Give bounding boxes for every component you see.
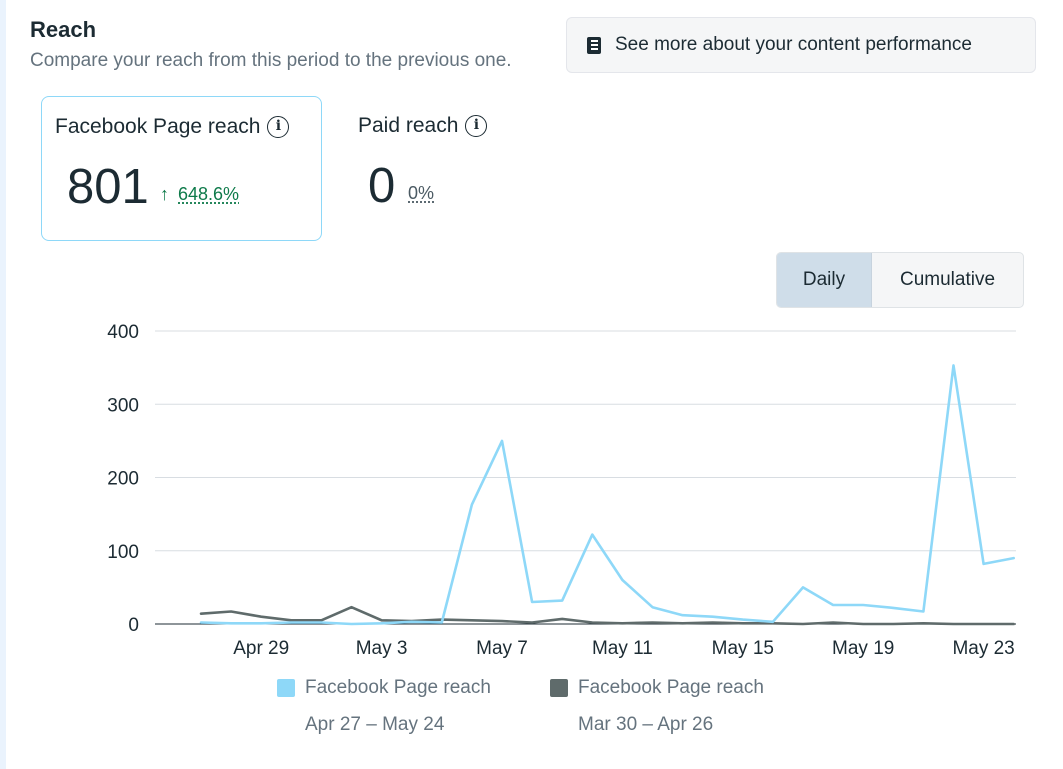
- legend-swatch: [277, 679, 295, 697]
- content-performance-label: See more about your content performance: [615, 34, 972, 55]
- metric-page-reach[interactable]: Facebook Page reach i 801 ↑ 648.6%: [41, 96, 322, 241]
- legend-swatch: [550, 679, 568, 697]
- arrow-up-icon: ↑: [160, 184, 169, 204]
- notebook-icon: [587, 36, 601, 54]
- info-icon[interactable]: i: [465, 115, 488, 137]
- metric-label: Facebook Page reach: [55, 115, 261, 138]
- legend-series-name: Facebook Page reach: [578, 677, 764, 698]
- metric-value: 801: [67, 160, 149, 214]
- reach-card: Reach Compare your reach from this perio…: [6, 0, 1063, 769]
- legend-series-name: Facebook Page reach: [305, 677, 491, 698]
- metric-value: 0: [368, 159, 396, 213]
- legend-date-range: Apr 27 – May 24: [305, 714, 445, 735]
- metric-change[interactable]: 0%: [408, 183, 435, 203]
- content-performance-button[interactable]: See more about your content performance: [566, 17, 1036, 73]
- cumulative-tab[interactable]: Cumulative: [899, 269, 996, 290]
- metric-paid-reach[interactable]: Paid reach i 0 0%: [341, 96, 601, 241]
- section-title: Reach: [30, 17, 97, 42]
- info-icon[interactable]: i: [267, 116, 290, 138]
- section-subtitle: Compare your reach from this period to t…: [30, 50, 512, 71]
- metric-change[interactable]: ↑ 648.6%: [160, 184, 240, 204]
- legend-date-range: Mar 30 – Apr 26: [578, 714, 714, 735]
- metric-label: Paid reach: [358, 114, 459, 137]
- daily-tab[interactable]: Daily: [777, 253, 872, 307]
- view-toggle: Daily Cumulative: [776, 252, 1024, 308]
